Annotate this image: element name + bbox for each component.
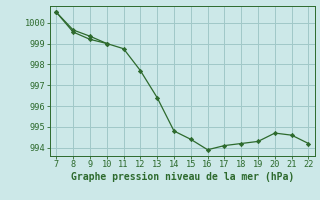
- X-axis label: Graphe pression niveau de la mer (hPa): Graphe pression niveau de la mer (hPa): [71, 172, 294, 182]
